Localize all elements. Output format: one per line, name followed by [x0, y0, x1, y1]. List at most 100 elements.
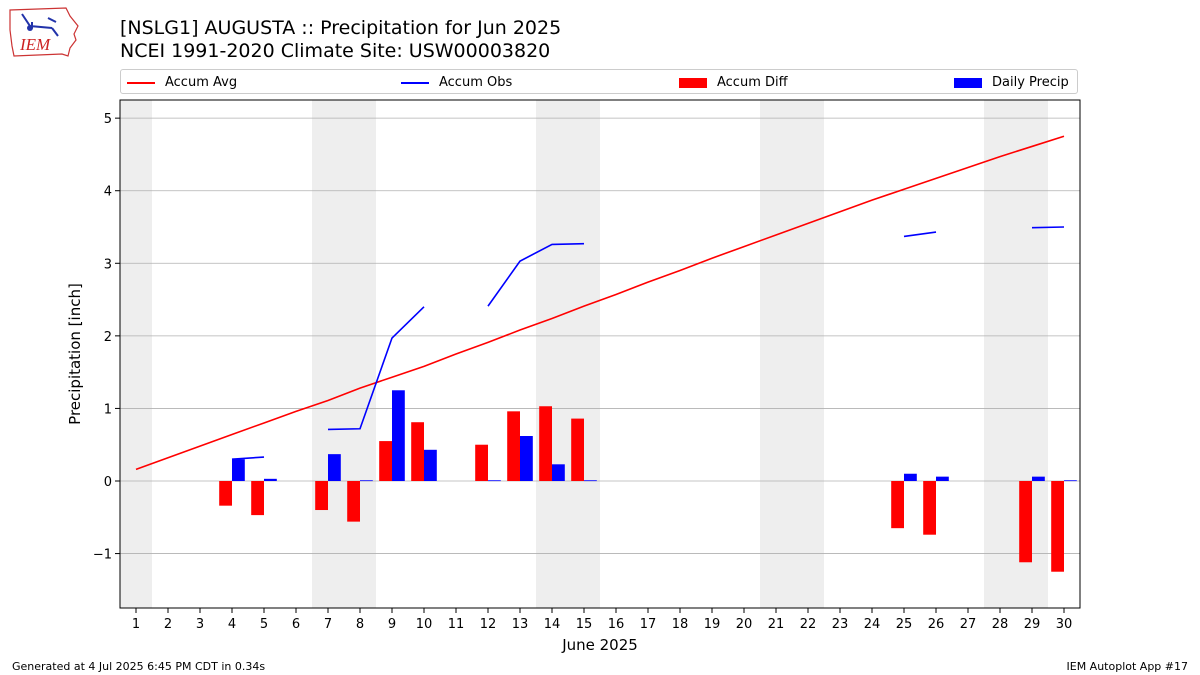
- accum-diff-bar: [251, 481, 264, 516]
- accum-diff-bar: [571, 418, 584, 481]
- daily-precip-bar: [1064, 480, 1077, 482]
- x-tick-label: 13: [512, 617, 529, 632]
- x-tick-label: 1: [132, 617, 140, 632]
- generated-timestamp: Generated at 4 Jul 2025 6:45 PM CDT in 0…: [12, 660, 266, 673]
- iowa-outline: [9, 7, 79, 57]
- accum-diff-bar: [475, 444, 488, 481]
- grid-lines: [120, 117, 1080, 554]
- daily-precip-bar: [584, 480, 597, 482]
- x-tick-label: 23: [832, 617, 849, 632]
- y-axis-label: Precipitation [inch]: [66, 283, 84, 425]
- accum-diff-bar: [219, 481, 232, 506]
- x-tick-label: 7: [324, 617, 332, 632]
- accum-avg-line: [135, 135, 1065, 471]
- x-tick-label: 15: [576, 617, 593, 632]
- accum-diff-bar: [411, 422, 424, 481]
- x-tick-label: 10: [416, 617, 433, 632]
- x-tick-label: 24: [864, 617, 881, 632]
- x-tick-label: 11: [448, 617, 465, 632]
- daily-precip-bar: [392, 390, 405, 481]
- x-tick-label: 25: [896, 617, 913, 632]
- x-tick-label: 29: [1024, 617, 1041, 632]
- daily-precip-bar: [328, 454, 341, 481]
- x-tick-label: 20: [736, 617, 753, 632]
- x-axis-label: June 2025: [561, 636, 638, 654]
- x-tick-label: 27: [960, 617, 977, 632]
- daily-precip-bar: [488, 480, 501, 482]
- y-tick-label: 4: [104, 185, 112, 200]
- legend-item-accum-diff: Accum Diff: [679, 70, 788, 95]
- accum-obs-line: [231, 456, 265, 461]
- y-tick-label: 2: [104, 330, 112, 345]
- x-tick-label: 21: [768, 617, 785, 632]
- y-tick-label: −1: [93, 548, 112, 563]
- x-tick-label: 26: [928, 617, 945, 632]
- logo-text: IEM: [19, 35, 51, 54]
- weekend-shading: [120, 100, 1048, 608]
- line-series: [135, 135, 1065, 471]
- y-tick-label: 0: [104, 475, 112, 490]
- daily-precip-bar: [264, 478, 277, 481]
- x-tick-label: 28: [992, 617, 1009, 632]
- plot-frame: [119, 99, 1081, 609]
- iem-logo: IEM: [9, 7, 79, 57]
- accum-diff-bar: [347, 481, 360, 522]
- accum-diff-bar: [379, 441, 392, 481]
- station-dot: [27, 25, 33, 31]
- daily-precip-bar: [1032, 476, 1045, 481]
- legend-label-accum-diff: Accum Diff: [717, 75, 788, 90]
- legend-swatch-accum-avg: [127, 81, 155, 84]
- legend-swatch-daily-precip: [954, 77, 982, 88]
- x-tick-label: 12: [480, 617, 497, 632]
- bar-series: [219, 390, 1077, 572]
- x-tick-label: 2: [164, 617, 172, 632]
- x-tick-label: 4: [228, 617, 236, 632]
- x-tick-label: 18: [672, 617, 689, 632]
- app-id: IEM Autoplot App #17: [1066, 660, 1189, 673]
- x-tick-label: 19: [704, 617, 721, 632]
- legend-item-accum-obs: Accum Obs: [401, 70, 512, 95]
- daily-precip-bar: [904, 473, 917, 481]
- y-tick-label: 1: [104, 402, 112, 417]
- chart-title: [NSLG1] AUGUSTA :: Precipitation for Jun…: [120, 17, 562, 39]
- daily-precip-bar: [424, 449, 437, 481]
- accum-diff-bar: [539, 406, 552, 481]
- y-tick-label: 3: [104, 257, 112, 272]
- legend-label-accum-obs: Accum Obs: [439, 75, 513, 90]
- x-tick-label: 8: [356, 617, 364, 632]
- accum-diff-bar: [315, 481, 328, 511]
- legend-swatch-accum-obs: [401, 81, 429, 84]
- weekend-band: [312, 100, 376, 608]
- weekend-band: [760, 100, 824, 608]
- daily-precip-bar: [520, 436, 533, 481]
- accum-obs-line: [903, 231, 937, 238]
- x-tick-label: 3: [196, 617, 204, 632]
- daily-precip-bar: [552, 464, 565, 481]
- accum-obs-line: [327, 306, 425, 431]
- accum-obs-line: [487, 242, 585, 307]
- chart-subtitle: NCEI 1991-2020 Climate Site: USW00003820: [120, 40, 551, 62]
- legend-item-accum-avg: Accum Avg: [127, 70, 237, 95]
- daily-precip-bar: [360, 480, 373, 482]
- x-tick-label: 16: [608, 617, 625, 632]
- weekend-band: [120, 100, 152, 608]
- daily-precip-bar: [232, 459, 245, 481]
- legend-label-accum-avg: Accum Avg: [165, 75, 238, 90]
- x-tick-label: 22: [800, 617, 817, 632]
- accum-obs-line: [1031, 226, 1065, 229]
- x-tick-label: 9: [388, 617, 396, 632]
- accum-diff-bar: [891, 481, 904, 529]
- x-tick-label: 14: [544, 617, 561, 632]
- weekend-band: [984, 100, 1048, 608]
- legend-item-daily-precip: Daily Precip: [954, 70, 1069, 95]
- x-tick-label: 6: [292, 617, 300, 632]
- accum-diff-bar: [507, 411, 520, 481]
- x-tick-label: 30: [1056, 617, 1073, 632]
- x-tick-label: 17: [640, 617, 657, 632]
- daily-precip-bar: [936, 476, 949, 481]
- accum-diff-bar: [923, 481, 936, 535]
- accum-diff-bar: [1019, 481, 1032, 563]
- legend: Accum Avg Accum Obs Accum Diff Daily Pre…: [120, 69, 1078, 94]
